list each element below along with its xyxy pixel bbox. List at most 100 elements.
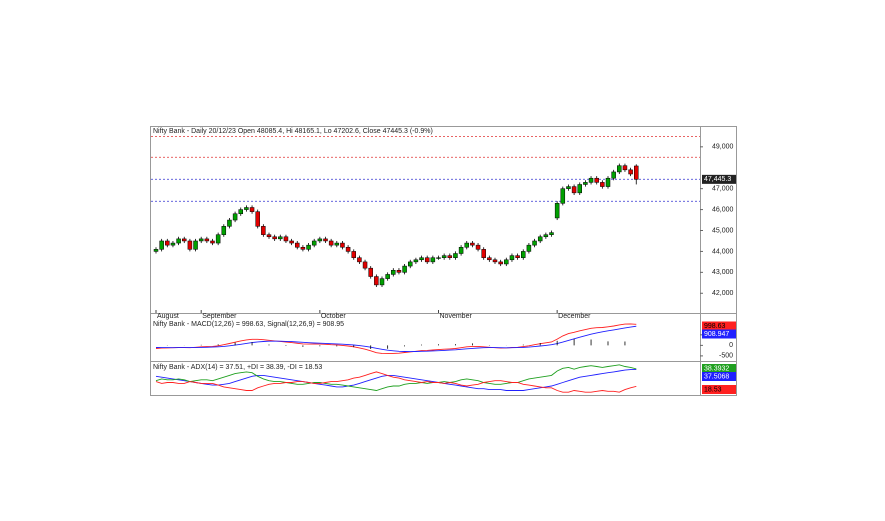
candle-body bbox=[430, 257, 436, 263]
candle-body bbox=[481, 249, 486, 258]
candle-body bbox=[232, 213, 238, 221]
candle-body bbox=[436, 257, 441, 259]
x-tick-label: August bbox=[157, 313, 179, 320]
candle-body bbox=[362, 261, 368, 269]
candle-body bbox=[492, 259, 498, 263]
y-tick-label: 44,000 bbox=[712, 248, 734, 255]
candle-body bbox=[509, 255, 515, 261]
candle-body bbox=[238, 209, 243, 215]
candle-body bbox=[537, 236, 543, 242]
candle-body bbox=[577, 184, 582, 194]
candle-body bbox=[193, 240, 198, 250]
y-tick-label: -500 bbox=[719, 353, 733, 360]
candle-body bbox=[187, 240, 193, 250]
value-box bbox=[702, 329, 736, 339]
candle-body bbox=[215, 234, 221, 244]
x-tick-label: September bbox=[202, 313, 237, 320]
candle-body bbox=[374, 276, 379, 286]
candle-body bbox=[368, 267, 373, 277]
candle-body bbox=[345, 246, 351, 252]
candle-body bbox=[221, 226, 227, 235]
candle-body bbox=[300, 246, 306, 250]
x-tick-label: November bbox=[440, 313, 473, 320]
y-tick-label: 43,000 bbox=[712, 269, 734, 276]
value-box bbox=[702, 321, 736, 331]
candle-body bbox=[447, 255, 453, 258]
candle-body bbox=[458, 246, 464, 254]
last-price-label: 47,445.3 bbox=[704, 176, 731, 183]
value-box-label: 908.947 bbox=[704, 331, 729, 338]
candle-body bbox=[176, 238, 181, 244]
candle-body bbox=[204, 238, 210, 242]
candle-body bbox=[210, 240, 215, 244]
series-line bbox=[155, 323, 637, 355]
candle-body bbox=[385, 274, 390, 279]
candle-body bbox=[515, 255, 520, 258]
value-box bbox=[702, 385, 736, 394]
last-price-box bbox=[702, 174, 736, 184]
candle-body bbox=[549, 232, 554, 235]
candle-body bbox=[249, 207, 255, 212]
candle-body bbox=[170, 242, 176, 246]
candle-body bbox=[594, 177, 599, 183]
candle-body bbox=[255, 211, 260, 227]
candle-body bbox=[521, 251, 526, 258]
candle-body bbox=[571, 186, 577, 194]
candle-body bbox=[413, 259, 419, 263]
candle-body bbox=[266, 234, 272, 238]
candle-body bbox=[498, 261, 503, 265]
candle-body bbox=[464, 242, 469, 248]
candle-body bbox=[311, 240, 317, 246]
candle-body bbox=[323, 238, 328, 242]
candle-body bbox=[424, 257, 430, 263]
candle-body bbox=[526, 244, 532, 252]
candle-body bbox=[617, 165, 622, 173]
candle-body bbox=[605, 177, 611, 187]
candle-body bbox=[272, 236, 277, 240]
candle-body bbox=[487, 257, 492, 261]
candle-body bbox=[351, 251, 356, 258]
value-box-label: 18.53 bbox=[704, 386, 722, 393]
candle-body bbox=[159, 240, 164, 250]
candle-body bbox=[634, 165, 639, 180]
series-line bbox=[155, 369, 637, 391]
value-box-label: 38.3932 bbox=[704, 365, 729, 372]
candle-body bbox=[278, 236, 283, 240]
candle-body bbox=[583, 182, 588, 185]
candle-body bbox=[198, 238, 204, 242]
value-box bbox=[702, 364, 736, 373]
candle-body bbox=[475, 244, 481, 250]
y-tick-label: 42,000 bbox=[712, 290, 734, 297]
candle-body bbox=[165, 240, 170, 246]
candle-body bbox=[289, 240, 294, 244]
candle-body bbox=[244, 207, 249, 210]
candle-body bbox=[306, 244, 311, 250]
candle-body bbox=[419, 257, 424, 261]
candle-body bbox=[317, 238, 323, 242]
candle-body bbox=[340, 242, 345, 248]
series-line bbox=[155, 371, 637, 393]
candle-body bbox=[391, 270, 396, 275]
candle-body bbox=[470, 242, 475, 246]
candle-body bbox=[611, 171, 616, 179]
candle-body bbox=[328, 240, 334, 246]
candle-body bbox=[588, 177, 594, 183]
candle-body bbox=[396, 270, 402, 273]
y-tick-label: 49,000 bbox=[712, 144, 734, 151]
candle-body bbox=[408, 261, 413, 267]
y-tick-label: 46,000 bbox=[712, 206, 734, 213]
x-tick-label: December bbox=[558, 313, 591, 320]
candle-body bbox=[182, 238, 187, 242]
candle-body bbox=[261, 226, 266, 235]
value-box bbox=[702, 372, 736, 381]
frame bbox=[150, 126, 737, 396]
x-tick-label: October bbox=[321, 313, 347, 320]
candle-body bbox=[622, 165, 628, 171]
candle-body bbox=[334, 242, 340, 246]
candle-body bbox=[504, 259, 509, 265]
y-tick-label: 0 bbox=[729, 342, 733, 349]
chart-title: Nifty Bank - Daily 20/12/23 Open 48085.4… bbox=[153, 128, 433, 135]
value-box-label: 37.5068 bbox=[704, 373, 729, 380]
macd-title: Nifty Bank - MACD(12,26) = 998.63, Signa… bbox=[153, 321, 344, 328]
